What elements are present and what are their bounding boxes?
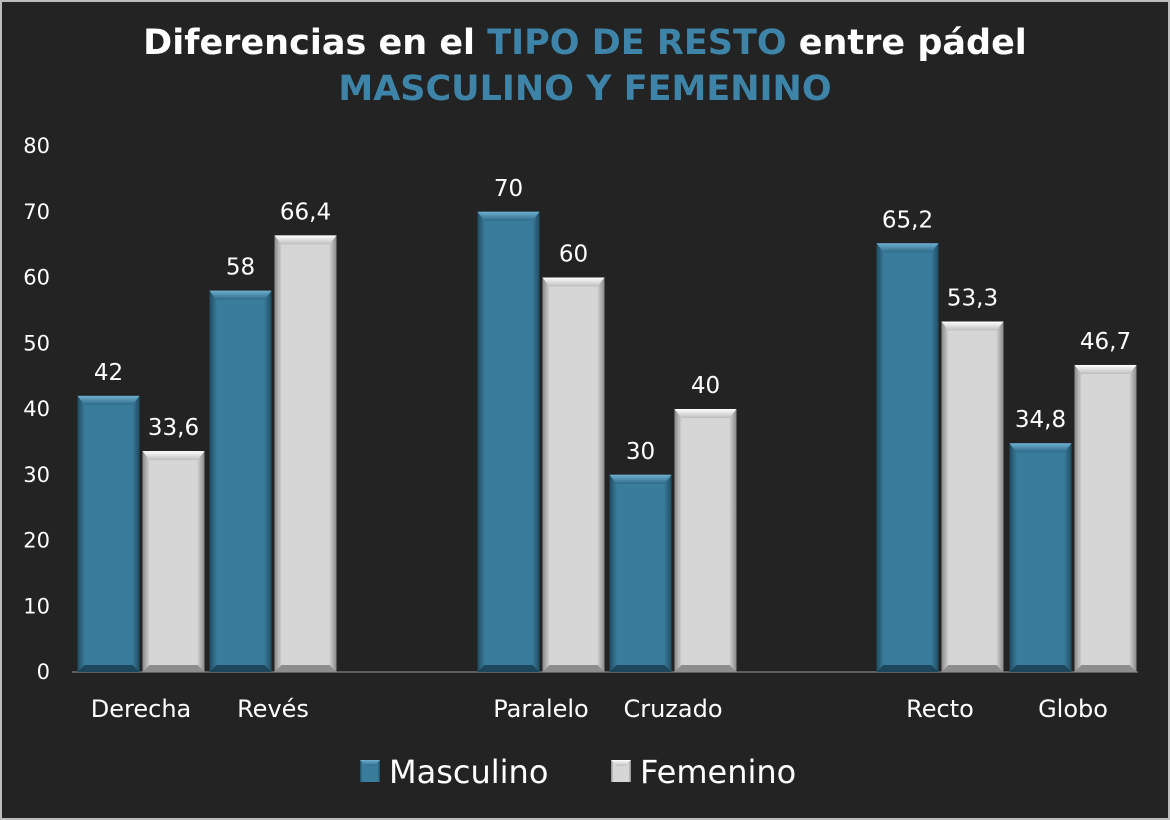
y-tick-label: 0 — [37, 660, 50, 684]
data-label: 46,7 — [1080, 329, 1131, 355]
y-tick-label: 30 — [23, 463, 50, 487]
x-axis: Derecha Revés Paralelo Cruzado Recto Globo — [91, 695, 1108, 723]
bar-masculino-derecha — [77, 395, 140, 672]
bar-cap — [1009, 443, 1072, 453]
bar-femenino-revés — [274, 235, 337, 673]
y-tick-label: 40 — [23, 397, 50, 421]
bar-cap — [674, 409, 737, 418]
bar-masculino-cruzado — [609, 474, 672, 672]
bar-masculino-globo — [1009, 443, 1072, 672]
data-label: 34,8 — [1015, 407, 1066, 433]
x-tick-label: Revés — [237, 695, 309, 723]
y-tick-label: 10 — [23, 594, 50, 618]
y-tick-label: 70 — [23, 200, 50, 224]
bar-femenino-recto — [941, 321, 1004, 672]
bar-femenino-paralelo — [542, 277, 605, 672]
data-label: 40 — [691, 373, 720, 399]
legend-swatch-cap — [360, 760, 380, 766]
bar-base — [674, 665, 737, 672]
y-axis: 0 10 20 30 40 50 60 70 80 — [23, 134, 50, 684]
bar-cap — [209, 290, 272, 300]
bar-base — [77, 665, 140, 672]
bar-femenino-cruzado — [674, 409, 737, 672]
data-label: 53,3 — [947, 286, 998, 312]
bar-cap — [77, 395, 140, 405]
y-tick-label: 80 — [23, 134, 50, 158]
bar-base — [1009, 665, 1072, 672]
bar-masculino-paralelo — [477, 211, 540, 672]
bar-femenino-derecha — [142, 451, 205, 672]
chart-title: Diferencias en el TIPO DE RESTO entre pá… — [0, 20, 1170, 112]
x-tick-label: Cruzado — [623, 695, 722, 723]
chart-title-part: Diferencias en el — [143, 23, 488, 63]
bar-cap — [941, 321, 1004, 331]
data-label: 33,6 — [148, 415, 199, 441]
chart-title-part: TIPO DE RESTO — [487, 23, 787, 63]
x-tick-label: Paralelo — [493, 695, 588, 723]
bar-base — [142, 665, 205, 672]
legend: Masculino Femenino — [360, 753, 796, 791]
bar-cap — [1074, 364, 1137, 374]
x-tick-label: Recto — [906, 695, 974, 723]
y-tick-label: 60 — [23, 266, 50, 290]
bar-base — [609, 665, 672, 672]
bar-cap — [274, 235, 337, 245]
bar-femenino-globo — [1074, 364, 1137, 672]
bar-cap — [542, 277, 605, 287]
legend-item-masculino: Masculino — [360, 753, 548, 791]
legend-swatch-cap — [611, 760, 631, 766]
chart-title-part: entre pádel — [786, 23, 1027, 63]
data-label: 70 — [494, 176, 523, 202]
bar-masculino-revés — [209, 290, 272, 672]
bar-base — [876, 665, 939, 672]
bar-masculino-recto — [876, 243, 939, 672]
data-label: 66,4 — [280, 199, 331, 225]
data-label: 42 — [94, 360, 123, 386]
data-label: 58 — [226, 255, 255, 281]
y-tick-label: 20 — [23, 529, 50, 553]
data-label: 65,2 — [882, 207, 933, 233]
bar-base — [209, 665, 272, 672]
legend-swatch — [611, 760, 631, 782]
data-label: 60 — [559, 242, 588, 268]
bar-base — [477, 665, 540, 672]
legend-label: Femenino — [640, 753, 796, 791]
bar-cap — [142, 451, 205, 461]
y-tick-label: 50 — [23, 331, 50, 355]
legend-label: Masculino — [389, 753, 548, 791]
chart-title-part: MASCULINO Y FEMENINO — [338, 69, 832, 109]
data-label: 30 — [626, 439, 655, 465]
bar-cap — [609, 474, 672, 484]
bar-cap — [477, 211, 540, 221]
legend-swatch — [360, 760, 380, 782]
bar-cap — [876, 243, 939, 253]
x-tick-label: Globo — [1038, 695, 1108, 723]
bar-base — [1074, 665, 1137, 672]
x-tick-label: Derecha — [91, 695, 191, 723]
bars: 42 33,6 58 66,4 70 60 30 40 65,2 53,3 34,8 46,7 — [77, 176, 1137, 673]
bar-base — [542, 665, 605, 672]
legend-item-femenino: Femenino — [611, 753, 796, 791]
bar-base — [941, 665, 1004, 672]
bar-base — [274, 665, 337, 672]
